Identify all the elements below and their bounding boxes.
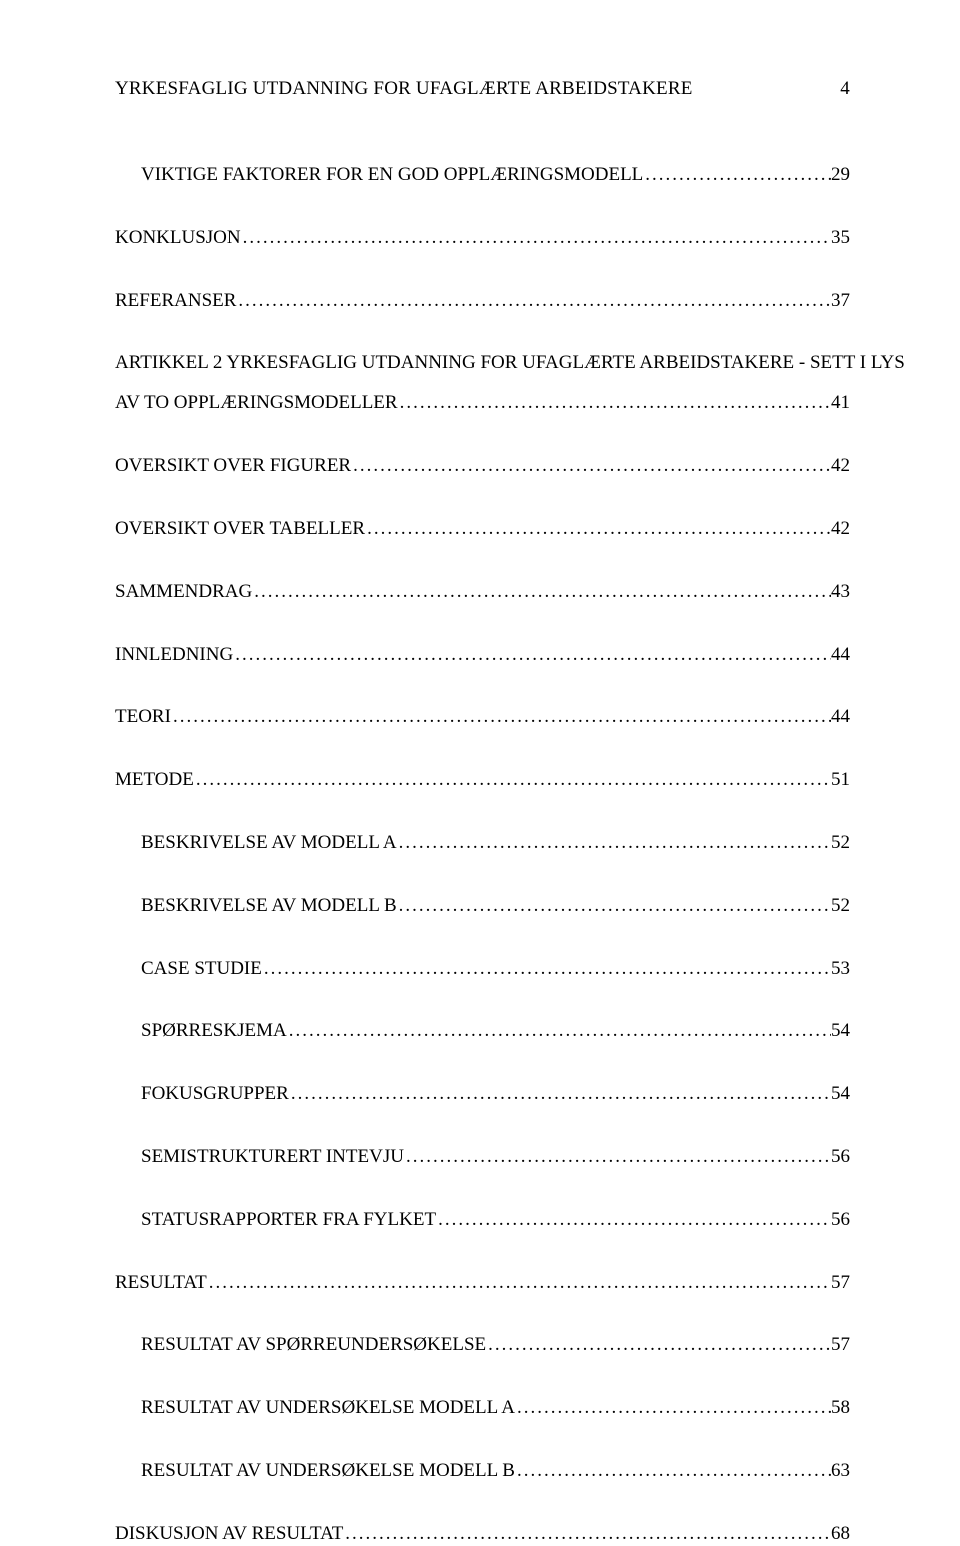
running-head-title: YRKESFAGLIG UTDANNING FOR UFAGLÆRTE ARBE… [115,78,693,100]
toc-entry: KONKLUSJON..............................… [115,227,850,250]
toc-label: OVERSIKT OVER FIGURER [115,455,351,478]
toc-label: SPØRRESKJEMA [141,1020,287,1043]
toc-label: BESKRIVELSE AV MODELL B [141,895,397,918]
toc-leader: ........................................… [194,769,831,792]
toc-label: REFERANSER [115,290,236,313]
toc-entry: OVERSIKT OVER TABELLER..................… [115,518,850,541]
toc-page: 41 [831,392,850,415]
toc-entry: VIKTIGE FAKTORER FOR EN GOD OPPLÆRINGSMO… [115,164,850,187]
toc-leader: ........................................… [397,832,831,855]
toc-leader: ........................................… [262,958,831,981]
toc-label: RESULTAT AV SPØRREUNDERSØKELSE [141,1334,486,1357]
toc-page: 57 [831,1334,850,1357]
toc-label: BESKRIVELSE AV MODELL A [141,832,397,855]
toc-leader: ........................................… [207,1272,831,1295]
toc-entry: CASE STUDIE.............................… [115,958,850,981]
toc-leader: ........................................… [252,581,831,604]
toc-page: 29 [831,164,850,187]
toc-leader: ........................................… [241,227,831,250]
toc-entry: RESULTAT AV UNDERSØKELSE MODELL B.......… [115,1460,850,1483]
toc-leader: ........................................… [287,1020,831,1043]
toc-page: 57 [831,1272,850,1295]
toc-leader: ........................................… [436,1209,831,1232]
toc-page: 52 [831,832,850,855]
toc-entry: FOKUSGRUPPER............................… [115,1083,850,1106]
toc-leader: ........................................… [643,164,831,187]
toc-label: INNLEDNING [115,644,233,667]
running-head: YRKESFAGLIG UTDANNING FOR UFAGLÆRTE ARBE… [115,78,850,100]
toc-entry: STATUSRAPPORTER FRA FYLKET..............… [115,1209,850,1232]
toc-label: STATUSRAPPORTER FRA FYLKET [141,1209,436,1232]
toc-label: OVERSIKT OVER TABELLER [115,518,365,541]
toc-label: RESULTAT AV UNDERSØKELSE MODELL A [141,1397,515,1420]
toc-page: 53 [831,958,850,981]
toc-label: SAMMENDRAG [115,581,252,604]
toc-entry: TEORI...................................… [115,706,850,729]
toc-entry-line2: AV TO OPPLÆRINGSMODELLER................… [115,392,850,415]
toc-leader: ........................................… [236,290,831,313]
toc-leader: ........................................… [233,644,831,667]
toc-leader: ........................................… [289,1083,831,1106]
toc-leader: ........................................… [343,1523,831,1546]
toc-entry: RESULTAT AV UNDERSØKELSE MODELL A.......… [115,1397,850,1420]
toc-leader: ........................................… [398,392,831,415]
toc-page: 54 [831,1083,850,1106]
toc-entry: METODE..................................… [115,769,850,792]
toc-leader: ........................................… [515,1460,831,1483]
toc-label: KONKLUSJON [115,227,241,250]
toc-page: 56 [831,1209,850,1232]
toc-leader: ........................................… [404,1146,831,1169]
toc-page: 42 [831,455,850,478]
toc-entry: RESULTAT................................… [115,1272,850,1295]
toc-label: DISKUSJON AV RESULTAT [115,1523,343,1546]
toc-label: TEORI [115,706,171,729]
toc-leader: ........................................… [365,518,831,541]
toc-leader: ........................................… [515,1397,831,1420]
toc-page: 51 [831,769,850,792]
toc-entry-line1: ARTIKKEL 2 YRKESFAGLIG UTDANNING FOR UFA… [115,352,850,374]
toc-page: 63 [831,1460,850,1483]
toc-page: 68 [831,1523,850,1546]
toc-entry: INNLEDNING..............................… [115,644,850,667]
table-of-contents: VIKTIGE FAKTORER FOR EN GOD OPPLÆRINGSMO… [115,164,850,1546]
toc-page: 56 [831,1146,850,1169]
toc-label: AV TO OPPLÆRINGSMODELLER [115,392,398,415]
document-page: YRKESFAGLIG UTDANNING FOR UFAGLÆRTE ARBE… [0,0,960,1515]
toc-entry: BESKRIVELSE AV MODELL B.................… [115,895,850,918]
toc-label: METODE [115,769,194,792]
toc-page: 52 [831,895,850,918]
toc-entry: REFERANSER..............................… [115,290,850,313]
toc-page: 44 [831,644,850,667]
toc-label: FOKUSGRUPPER [141,1083,289,1106]
running-head-page: 4 [840,78,850,100]
toc-entry: BESKRIVELSE AV MODELL A.................… [115,832,850,855]
toc-label: CASE STUDIE [141,958,262,981]
toc-leader: ........................................… [397,895,831,918]
toc-page: 58 [831,1397,850,1420]
toc-entry: SEMISTRUKTURERT INTEVJU.................… [115,1146,850,1169]
toc-label: SEMISTRUKTURERT INTEVJU [141,1146,404,1169]
toc-leader: ........................................… [351,455,831,478]
toc-entry: OVERSIKT OVER FIGURER...................… [115,455,850,478]
toc-leader: ........................................… [171,706,831,729]
toc-page: 42 [831,518,850,541]
toc-entry: RESULTAT AV SPØRREUNDERSØKELSE..........… [115,1334,850,1357]
toc-leader: ........................................… [486,1334,831,1357]
toc-label: RESULTAT [115,1272,207,1295]
toc-page: 44 [831,706,850,729]
toc-page: 37 [831,290,850,313]
toc-entry: SAMMENDRAG..............................… [115,581,850,604]
toc-page: 43 [831,581,850,604]
toc-page: 35 [831,227,850,250]
toc-entry: SPØRRESKJEMA............................… [115,1020,850,1043]
toc-label: VIKTIGE FAKTORER FOR EN GOD OPPLÆRINGSMO… [141,164,643,187]
toc-page: 54 [831,1020,850,1043]
toc-label: RESULTAT AV UNDERSØKELSE MODELL B [141,1460,515,1483]
toc-entry: ARTIKKEL 2 YRKESFAGLIG UTDANNING FOR UFA… [115,352,850,415]
toc-entry: DISKUSJON AV RESULTAT...................… [115,1523,850,1546]
